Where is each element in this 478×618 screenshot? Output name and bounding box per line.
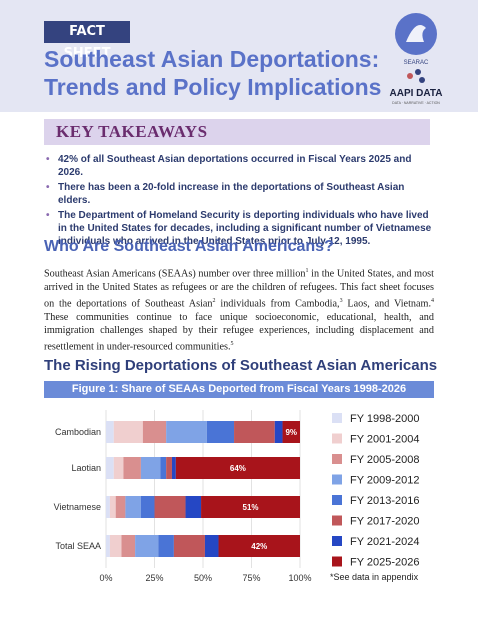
bar-segment <box>206 421 235 443</box>
chart-note: *See data in appendix <box>330 572 419 582</box>
bar-segment <box>234 421 275 443</box>
category-label: Laotian <box>71 463 101 473</box>
bar-segment <box>166 457 172 479</box>
takeaway-list: 42% of all Southeast Asian deportations … <box>44 153 434 250</box>
x-tick-label: 0% <box>99 573 112 583</box>
text-run: in the United States, and most arrived i… <box>44 268 434 309</box>
footnote-ref: 5 <box>230 340 234 347</box>
takeaway: There has been a 20-fold increase in the… <box>44 181 434 208</box>
legend-swatch <box>332 454 342 464</box>
header-band <box>0 0 478 112</box>
bar-segment <box>113 421 143 443</box>
x-tick-label: 50% <box>194 573 212 583</box>
legend-label: FY 2025-2026 <box>350 557 420 569</box>
legend-label: FY 2001-2004 <box>350 434 420 446</box>
legend-swatch <box>332 556 342 567</box>
chart-heading: The Rising Deportations of Southeast Asi… <box>44 357 438 374</box>
legend-label: FY 2013-2016 <box>350 495 420 507</box>
legend-swatch <box>332 515 342 526</box>
bar-segment <box>142 421 167 443</box>
bar-segment <box>115 496 126 518</box>
bar-segment <box>123 457 141 479</box>
footnote-ref: 3 <box>339 297 343 304</box>
legend-swatch <box>332 536 342 546</box>
legend-swatch <box>332 495 342 505</box>
bar-segment <box>218 535 300 557</box>
legend-label: FY 2017-2020 <box>350 516 420 528</box>
legend-swatch <box>332 433 342 444</box>
footnote-ref: 4 <box>431 297 434 304</box>
legend-label: FY 2005-2008 <box>350 454 420 466</box>
text-run: Laos, and Vietnam. <box>342 297 431 309</box>
x-tick-label: 75% <box>242 573 260 583</box>
title-line: Trends and Policy Implications <box>44 74 382 100</box>
bar-segment <box>140 457 161 479</box>
logo-tag: DATA · NARRATIVE · ACTION <box>392 101 440 105</box>
category-label: Vietnamese <box>54 502 101 512</box>
value-label: 42% <box>251 542 267 551</box>
takeaway: 42% of all Southeast Asian deportations … <box>44 153 434 180</box>
legend-label: FY 2009-2012 <box>350 475 420 487</box>
category-label: Total SEAA <box>55 541 101 551</box>
paragraph: Southeast Asian Americans (SEAAs) number… <box>44 265 434 354</box>
bar-segment <box>140 496 155 518</box>
footnote-ref: 2 <box>212 297 216 304</box>
legend-swatch <box>332 474 342 485</box>
x-tick-label: 25% <box>145 573 163 583</box>
bar-segment <box>166 421 207 443</box>
category-label: Cambodian <box>55 427 101 437</box>
chart: 0% 25% 50% 75% 100% Cambodian 9% Laotian 64% Viet… <box>54 410 420 583</box>
text-run: Southeast Asian Americans (SEAAs) number… <box>44 268 306 280</box>
section-heading: Who Are Southeast Asian Americans? <box>44 238 334 255</box>
value-label: 51% <box>243 503 259 512</box>
x-tick-label: 100% <box>288 573 311 583</box>
takeaways-title: KEY TAKEAWAYS <box>44 119 430 145</box>
logos: SEARAC AAPI DATA DATA · NARRATIVE · ACTI… <box>390 13 443 105</box>
bar-segment <box>125 496 141 518</box>
bar-segment <box>282 421 300 443</box>
bar-segment <box>121 535 136 557</box>
footnote-ref: 1 <box>305 268 309 274</box>
bar-segment <box>113 457 124 479</box>
bar-segment <box>106 457 114 479</box>
bar-segment <box>175 457 300 479</box>
bar-segment <box>109 535 122 557</box>
legend-swatch <box>332 413 342 423</box>
bar-segment <box>204 535 219 557</box>
takeaway: The Department of Homeland Security is d… <box>44 209 434 249</box>
figure-title: Figure 1: Share of SEAAs Deported from F… <box>44 381 434 398</box>
logo-text: SEARAC <box>404 60 429 66</box>
bar-segment <box>106 421 114 443</box>
bar-segment <box>171 457 176 479</box>
legend-label: FY 1998-2000 <box>350 413 420 425</box>
bar-segment <box>106 496 110 518</box>
bar-segment <box>201 496 300 518</box>
fact-sheet-label: FACT SHEET <box>44 21 130 61</box>
bar-segment <box>158 535 174 557</box>
bar-segment <box>154 496 186 518</box>
title-line: Southeast Asian Deportations: <box>44 46 380 72</box>
legend-label: FY 2021-2024 <box>350 536 420 548</box>
bar-segment <box>173 535 205 557</box>
logo-text: AAPI DATA <box>390 88 443 99</box>
text-run: These communities continue to face uniqu… <box>44 311 434 353</box>
bar-segment <box>109 496 116 518</box>
bar-segment <box>135 535 159 557</box>
bar-segment <box>160 457 167 479</box>
bar-segment <box>185 496 202 518</box>
text-run: individuals from Cambodia, <box>215 297 340 309</box>
value-label: 64% <box>230 464 246 473</box>
bar-segment <box>106 535 110 557</box>
bar-segment <box>274 421 283 443</box>
value-label: 9% <box>285 428 297 437</box>
